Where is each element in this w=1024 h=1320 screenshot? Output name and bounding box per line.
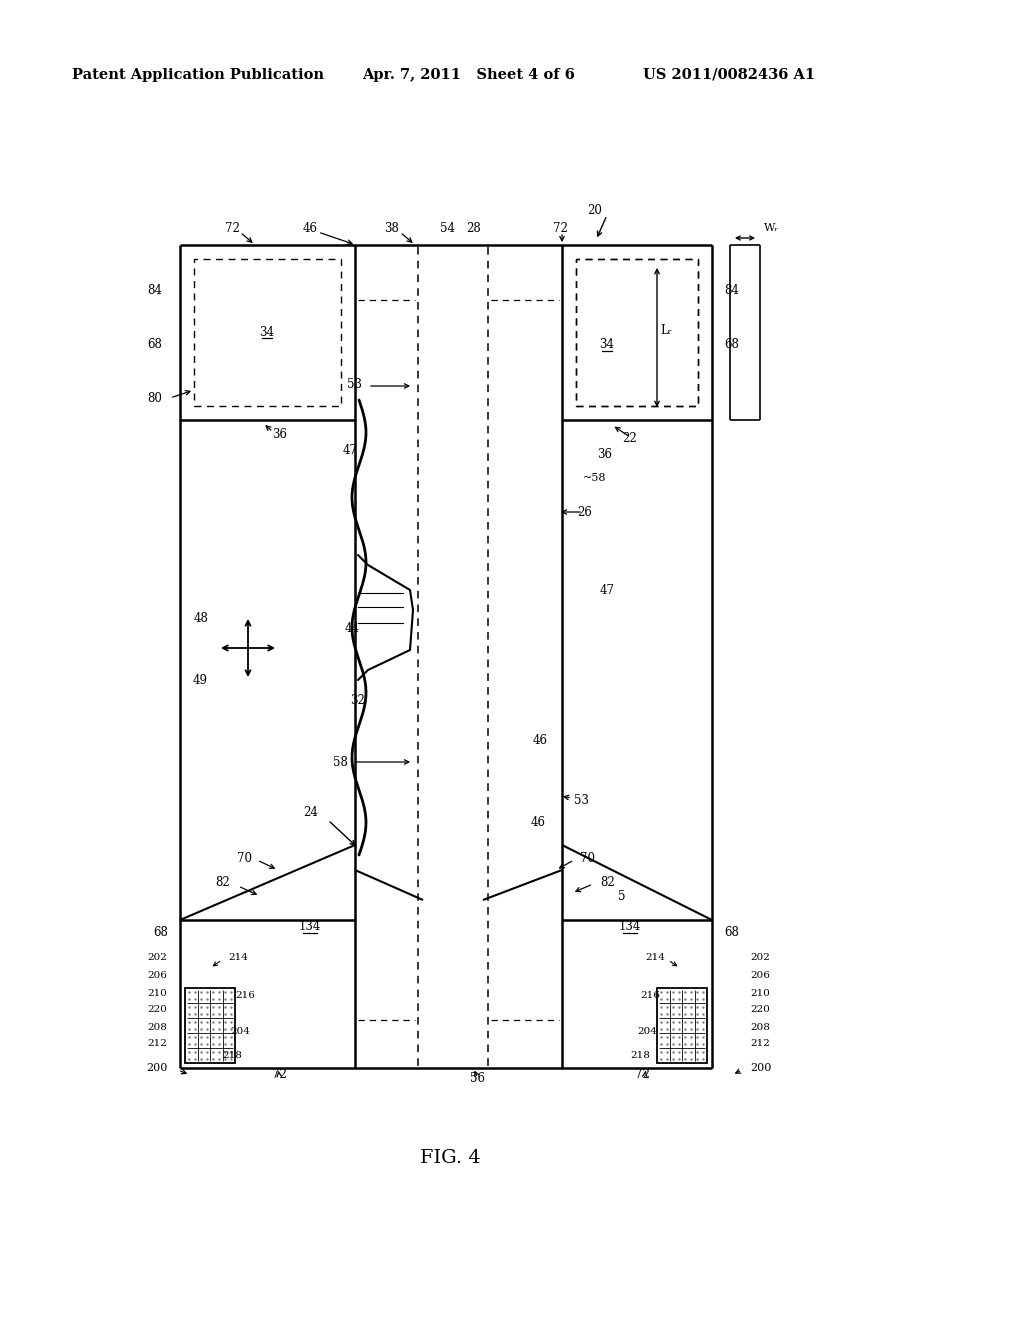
Text: 202: 202 <box>750 953 770 962</box>
Text: 54: 54 <box>440 222 455 235</box>
Text: 47: 47 <box>600 583 615 597</box>
Text: 84: 84 <box>724 284 739 297</box>
Text: 210: 210 <box>147 989 167 998</box>
Text: 212: 212 <box>750 1040 770 1048</box>
Text: Apr. 7, 2011   Sheet 4 of 6: Apr. 7, 2011 Sheet 4 of 6 <box>362 69 574 82</box>
Text: 68: 68 <box>154 925 168 939</box>
Text: 68: 68 <box>724 925 739 939</box>
Text: 24: 24 <box>303 805 318 818</box>
Text: 72: 72 <box>224 222 240 235</box>
Text: 72: 72 <box>272 1068 287 1081</box>
Text: 49: 49 <box>193 673 208 686</box>
Bar <box>194 259 341 407</box>
Text: 216: 216 <box>234 990 255 999</box>
Bar <box>575 259 698 407</box>
Text: 212: 212 <box>147 1040 167 1048</box>
Text: 72: 72 <box>553 222 568 235</box>
Text: 82: 82 <box>215 876 230 890</box>
Text: 20: 20 <box>587 203 602 216</box>
Text: 72: 72 <box>635 1068 650 1081</box>
Text: 214: 214 <box>645 953 665 962</box>
Text: 204: 204 <box>637 1027 657 1036</box>
Text: 70: 70 <box>580 851 595 865</box>
Text: FIG. 4: FIG. 4 <box>420 1148 480 1167</box>
Text: 28: 28 <box>466 222 480 235</box>
Text: 48: 48 <box>194 611 208 624</box>
Text: 68: 68 <box>147 338 162 351</box>
Text: 22: 22 <box>622 432 637 445</box>
Text: 206: 206 <box>147 970 167 979</box>
Text: 58: 58 <box>333 755 348 768</box>
Text: 36: 36 <box>272 429 287 441</box>
Text: 218: 218 <box>630 1051 650 1060</box>
Text: 206: 206 <box>750 970 770 979</box>
Text: 202: 202 <box>147 953 167 962</box>
Text: 44: 44 <box>345 622 360 635</box>
Text: 82: 82 <box>600 875 614 888</box>
Text: 68: 68 <box>724 338 739 351</box>
Text: Wᵣ: Wᵣ <box>764 223 779 234</box>
Text: 208: 208 <box>750 1023 770 1032</box>
Text: 218: 218 <box>222 1051 242 1060</box>
Text: Patent Application Publication: Patent Application Publication <box>72 69 324 82</box>
Text: 46: 46 <box>534 734 548 747</box>
Text: 47: 47 <box>343 444 358 457</box>
Text: 38: 38 <box>385 222 399 235</box>
Bar <box>575 259 698 407</box>
Text: 210: 210 <box>750 989 770 998</box>
Text: 46: 46 <box>531 817 546 829</box>
Text: 5: 5 <box>618 890 626 903</box>
Text: 134: 134 <box>299 920 322 933</box>
Text: US 2011/0082436 A1: US 2011/0082436 A1 <box>643 69 815 82</box>
Text: 200: 200 <box>146 1063 168 1073</box>
Text: 200: 200 <box>750 1063 771 1073</box>
Text: 208: 208 <box>147 1023 167 1032</box>
Text: 80: 80 <box>147 392 162 404</box>
Text: 70: 70 <box>237 851 252 865</box>
Bar <box>185 987 234 1063</box>
Text: 53: 53 <box>347 379 362 392</box>
Text: 84: 84 <box>147 284 162 297</box>
Text: 214: 214 <box>228 953 248 962</box>
Text: 34: 34 <box>599 338 614 351</box>
Text: ~58: ~58 <box>583 473 606 483</box>
Text: Lᵣ: Lᵣ <box>660 323 672 337</box>
Text: 32: 32 <box>350 693 365 706</box>
Text: 26: 26 <box>577 506 592 519</box>
Bar <box>657 987 707 1063</box>
Text: 46: 46 <box>302 222 317 235</box>
Text: 220: 220 <box>147 1006 167 1015</box>
Text: 56: 56 <box>470 1072 485 1085</box>
Text: 134: 134 <box>618 920 641 933</box>
Text: 204: 204 <box>230 1027 250 1036</box>
Text: 36: 36 <box>597 449 612 462</box>
Text: 53: 53 <box>574 793 589 807</box>
Text: 220: 220 <box>750 1006 770 1015</box>
Text: 216: 216 <box>640 990 660 999</box>
Text: 34: 34 <box>259 326 274 338</box>
